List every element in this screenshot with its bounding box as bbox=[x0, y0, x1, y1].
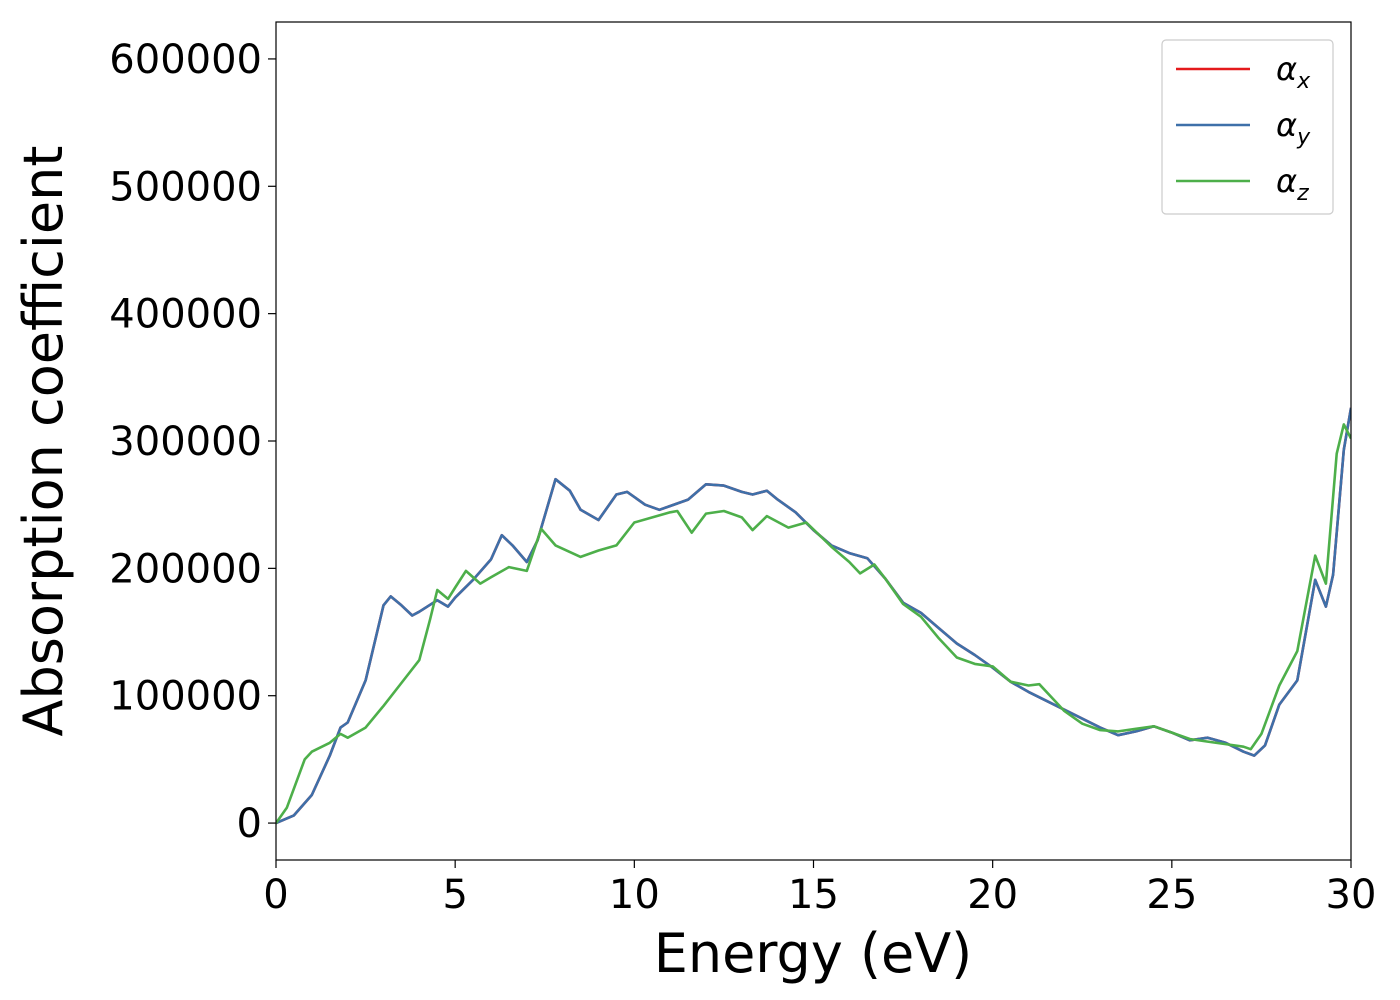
y-tick-label: 500000 bbox=[109, 164, 262, 210]
legend-box bbox=[1161, 39, 1334, 215]
data-line bbox=[276, 423, 1351, 824]
legend-label: αy bbox=[1276, 106, 1311, 150]
y-tick-label: 100000 bbox=[109, 674, 262, 720]
plot-frame bbox=[275, 21, 1352, 861]
y-tick-label: 200000 bbox=[109, 546, 262, 592]
y-tick-label: 300000 bbox=[109, 419, 262, 465]
y-tick-label: 0 bbox=[237, 801, 262, 847]
y-axis-label: Absorption coefficient bbox=[12, 146, 75, 737]
y-tick-label: 400000 bbox=[109, 292, 262, 338]
x-axis-label: Energy (eV) bbox=[654, 922, 973, 985]
legend-label: αx bbox=[1276, 50, 1311, 94]
y-tick-label: 600000 bbox=[109, 37, 262, 83]
x-tick-label: 15 bbox=[788, 872, 839, 918]
x-tick-label: 10 bbox=[609, 872, 660, 918]
x-tick-label: 5 bbox=[442, 872, 467, 918]
x-tick-label: 25 bbox=[1146, 872, 1197, 918]
x-tick-label: 30 bbox=[1326, 872, 1377, 918]
x-tick-label: 20 bbox=[967, 872, 1018, 918]
legend-label: αz bbox=[1276, 162, 1309, 206]
x-tick-label: 0 bbox=[263, 872, 288, 918]
